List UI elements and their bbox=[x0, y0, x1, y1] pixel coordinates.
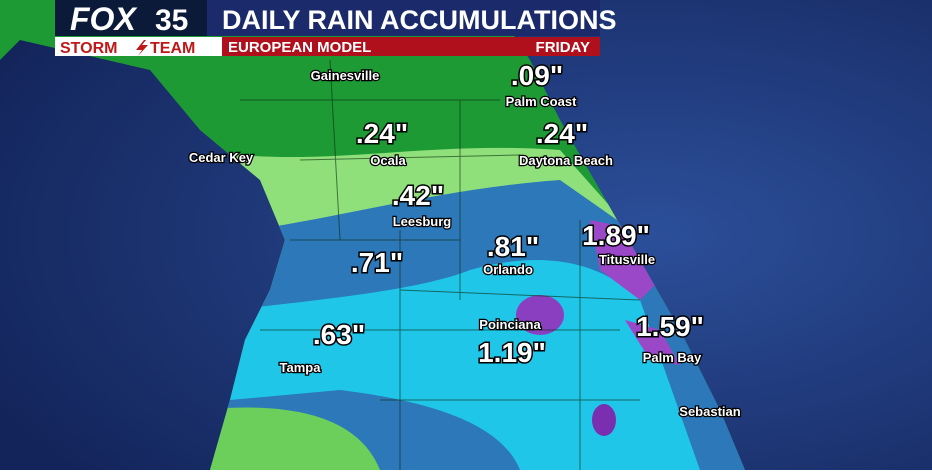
bolt bbox=[136, 40, 148, 56]
city-label: Titusville bbox=[599, 252, 655, 267]
rain-amount: .24" bbox=[536, 118, 588, 149]
city-label: Orlando bbox=[483, 262, 533, 277]
city-label: Palm Coast bbox=[506, 94, 577, 109]
city-label: Cedar Key bbox=[189, 150, 254, 165]
logo: FOX bbox=[70, 1, 137, 37]
rain-amount: .24" bbox=[356, 118, 408, 149]
rain-amount: 1.89" bbox=[582, 220, 650, 251]
city-label: Gainesville bbox=[311, 68, 380, 83]
rain-amount: .81" bbox=[487, 231, 539, 262]
model: EUROPEAN MODEL bbox=[228, 39, 371, 56]
rain-amount: .42" bbox=[392, 180, 444, 211]
city-label: Sebastian bbox=[679, 404, 740, 419]
city-label: Palm Bay bbox=[643, 350, 702, 365]
logo-number: 35 bbox=[155, 4, 188, 37]
header: FOX 35 DAILY RAIN ACCUMULATIONS STORM TE… bbox=[55, 0, 617, 57]
title: DAILY RAIN ACCUMULATIONS bbox=[222, 5, 617, 35]
day: FRIDAY bbox=[536, 39, 590, 56]
team-right: TEAM bbox=[150, 40, 195, 57]
city-label: Daytona Beach bbox=[519, 153, 613, 168]
rain-amount: 1.19" bbox=[478, 337, 546, 368]
city-label: Ocala bbox=[370, 153, 406, 168]
rain-amount: .09" bbox=[511, 60, 563, 91]
rain-amount: 1.59" bbox=[636, 311, 704, 342]
city-label: Tampa bbox=[280, 360, 322, 375]
city-label: Poinciana bbox=[479, 317, 541, 332]
rain-amount: .63" bbox=[313, 319, 365, 350]
city-label: Leesburg bbox=[393, 214, 452, 229]
team-left: STORM bbox=[60, 40, 117, 57]
rain-amount: .71" bbox=[351, 247, 403, 278]
